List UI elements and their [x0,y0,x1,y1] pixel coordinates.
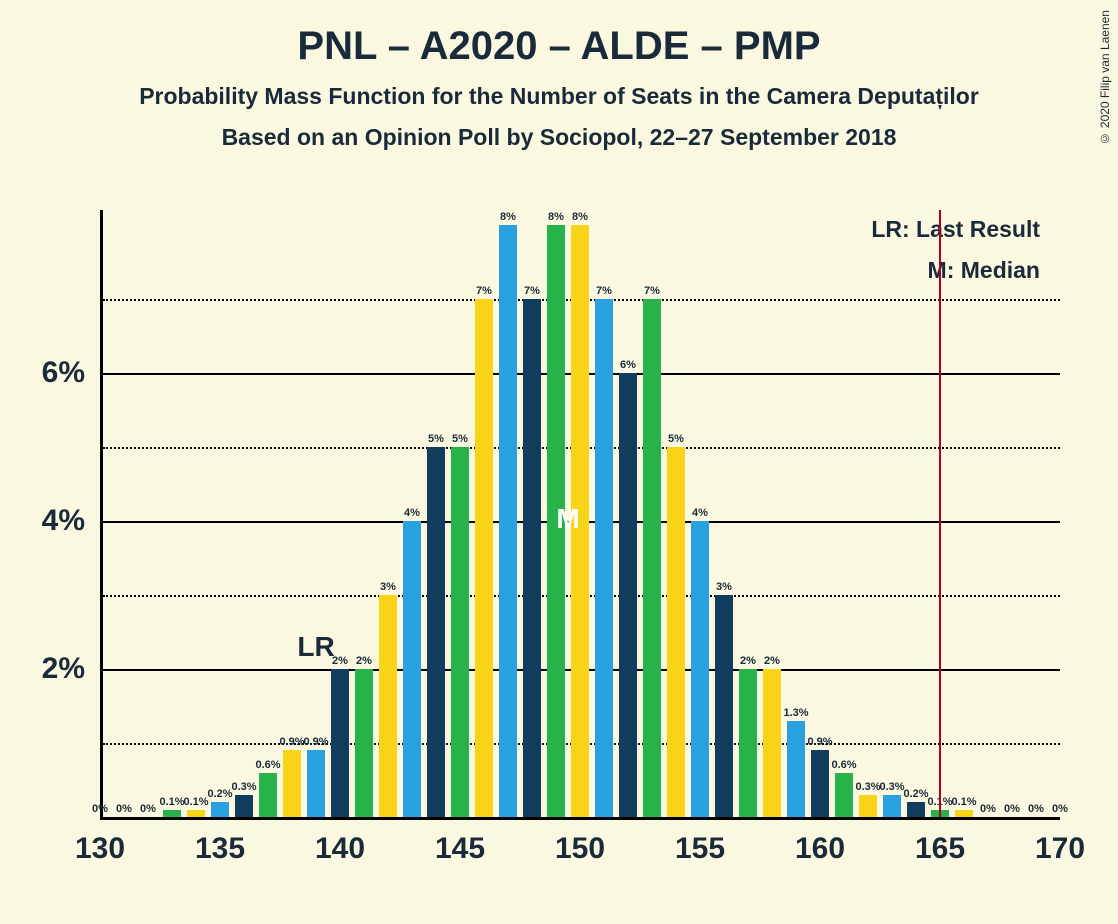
x-tick-label: 165 [915,832,965,866]
bar [523,299,542,817]
bar [811,750,830,817]
bar-label: 4% [692,507,708,519]
bar [427,447,446,817]
bar-label: 3% [716,581,732,593]
bar-label: 0.1% [183,796,208,808]
bar-label: 6% [620,359,636,371]
bar-label: 0% [1004,803,1020,815]
x-tick-label: 170 [1035,832,1085,866]
chart-subtitle-2: Based on an Opinion Poll by Sociopol, 22… [0,124,1118,151]
bar-label: 7% [524,285,540,297]
bar [835,773,854,817]
bar [595,299,614,817]
bar-label: 0.1% [951,796,976,808]
bar-label: 0.9% [807,736,832,748]
bar [331,669,350,817]
bar-label: 2% [356,655,372,667]
bar-label: 0% [980,803,996,815]
bar-label: 5% [452,433,468,445]
median-label: M [556,503,579,535]
plot-region: LR: Last Result M: Median 2%4%6%13013514… [100,210,1060,820]
bar-label: 0.2% [207,788,232,800]
x-tick-label: 140 [315,832,365,866]
bar-label: 0% [1028,803,1044,815]
bar [691,521,710,817]
bar [475,299,494,817]
x-tick-label: 145 [435,832,485,866]
bar [667,447,686,817]
bar-label: 0% [1052,803,1068,815]
chart-area: LR: Last Result M: Median 2%4%6%13013514… [100,210,1060,820]
last-result-label: LR [297,631,334,663]
bar [235,795,254,817]
bar [643,299,662,817]
copyright-text: © 2020 Filip van Laenen [1098,10,1112,145]
bar-label: 5% [668,433,684,445]
x-axis-line [100,817,1060,820]
x-tick-label: 130 [75,832,125,866]
bar-label: 7% [644,285,660,297]
bar-label: 0% [116,803,132,815]
bar-label: 0.6% [255,759,280,771]
bar-label: 0.3% [879,781,904,793]
bar-label: 2% [740,655,756,667]
bar-label: 0% [140,803,156,815]
bar-label: 0.2% [903,788,928,800]
legend: LR: Last Result M: Median [871,216,1040,298]
bar-label: 0.3% [855,781,880,793]
bar-label: 0.9% [279,736,304,748]
bar [715,595,734,817]
bar [739,669,758,817]
legend-lr: LR: Last Result [871,216,1040,243]
bar-label: 0% [92,803,108,815]
bar [499,225,518,817]
bar-label: 8% [548,211,564,223]
bar-label: 2% [764,655,780,667]
y-axis-line [100,210,103,820]
y-tick-label: 4% [42,504,85,538]
bar [307,750,326,817]
bar [259,773,278,817]
bar-label: 0.3% [231,781,256,793]
y-tick-label: 2% [42,652,85,686]
x-tick-label: 155 [675,832,725,866]
last-result-line [939,210,941,817]
bar [379,595,398,817]
bar [955,810,974,817]
bar [763,669,782,817]
chart-title: PNL – A2020 – ALDE – PMP [0,0,1118,69]
bar [211,802,230,817]
bar [883,795,902,817]
x-tick-label: 150 [555,832,605,866]
bar-label: 4% [404,507,420,519]
chart-subtitle-1: Probability Mass Function for the Number… [0,83,1118,110]
bar-label: 3% [380,581,396,593]
bar-label: 0.9% [303,736,328,748]
y-tick-label: 6% [42,356,85,390]
bar [163,810,182,817]
bar [859,795,878,817]
bar-label: 8% [500,211,516,223]
bar-label: 7% [476,285,492,297]
bar-label: 8% [572,211,588,223]
bar-label: 1.3% [783,707,808,719]
bar [451,447,470,817]
bar [355,669,374,817]
bar-label: 5% [428,433,444,445]
bar [187,810,206,817]
bar [403,521,422,817]
bar [907,802,926,817]
bar [283,750,302,817]
bar-label: 0.1% [159,796,184,808]
bar-label: 0.6% [831,759,856,771]
bar-label: 7% [596,285,612,297]
x-tick-label: 160 [795,832,845,866]
legend-m: M: Median [871,257,1040,284]
bar [619,373,638,817]
bar [787,721,806,817]
x-tick-label: 135 [195,832,245,866]
